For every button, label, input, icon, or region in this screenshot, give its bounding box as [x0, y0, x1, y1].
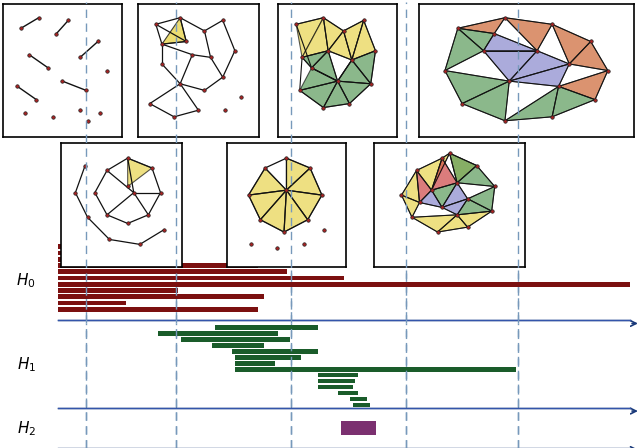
Polygon shape — [287, 168, 322, 195]
Polygon shape — [449, 153, 477, 183]
Bar — [235, 361, 275, 366]
Bar — [58, 282, 630, 287]
Polygon shape — [484, 51, 537, 81]
Polygon shape — [417, 170, 431, 202]
Polygon shape — [457, 199, 492, 215]
Bar — [390, 409, 415, 413]
Polygon shape — [552, 24, 591, 64]
Polygon shape — [300, 68, 338, 90]
Bar — [58, 294, 264, 299]
Bar — [215, 325, 318, 330]
Polygon shape — [445, 70, 509, 103]
Polygon shape — [287, 190, 322, 220]
Polygon shape — [462, 81, 509, 121]
Polygon shape — [509, 64, 570, 86]
Polygon shape — [352, 51, 376, 84]
Bar — [318, 373, 358, 378]
Polygon shape — [302, 51, 328, 68]
Polygon shape — [449, 153, 477, 183]
Bar — [232, 349, 318, 353]
Bar — [318, 385, 353, 389]
Bar — [58, 288, 178, 293]
Polygon shape — [412, 215, 457, 232]
Polygon shape — [505, 17, 552, 51]
Text: $H_1$: $H_1$ — [17, 356, 36, 375]
Bar — [58, 301, 126, 306]
Bar — [341, 421, 376, 435]
Polygon shape — [248, 168, 287, 195]
Polygon shape — [302, 17, 328, 57]
Polygon shape — [312, 51, 338, 81]
Bar — [180, 337, 289, 342]
Polygon shape — [284, 190, 308, 232]
Bar — [58, 250, 65, 255]
Polygon shape — [484, 34, 537, 51]
Bar — [349, 396, 367, 401]
Polygon shape — [442, 183, 468, 207]
Polygon shape — [248, 190, 287, 220]
Polygon shape — [420, 190, 442, 207]
Text: $H_0$: $H_0$ — [16, 272, 36, 290]
Text: $H_2$: $H_2$ — [17, 420, 36, 438]
Bar — [212, 343, 264, 348]
Bar — [58, 244, 68, 249]
Polygon shape — [338, 81, 371, 103]
Polygon shape — [344, 20, 364, 60]
Polygon shape — [296, 17, 323, 57]
Polygon shape — [457, 211, 492, 227]
Bar — [318, 379, 355, 383]
Polygon shape — [570, 42, 608, 70]
Polygon shape — [401, 195, 420, 217]
Polygon shape — [442, 199, 468, 215]
Polygon shape — [300, 81, 338, 108]
Bar — [58, 269, 287, 274]
Bar — [58, 276, 344, 280]
Polygon shape — [323, 17, 344, 51]
Polygon shape — [128, 158, 152, 186]
Bar — [353, 403, 370, 407]
Polygon shape — [431, 153, 449, 190]
Bar — [404, 420, 433, 425]
Bar — [424, 426, 447, 431]
Bar — [339, 391, 358, 395]
Polygon shape — [431, 183, 457, 207]
Polygon shape — [458, 17, 505, 34]
Polygon shape — [352, 20, 376, 60]
Bar — [399, 414, 407, 419]
Polygon shape — [401, 170, 420, 202]
Polygon shape — [338, 60, 371, 84]
Polygon shape — [260, 190, 287, 232]
Bar — [235, 367, 516, 371]
Polygon shape — [417, 158, 442, 190]
Polygon shape — [328, 31, 352, 60]
Polygon shape — [559, 70, 608, 99]
Polygon shape — [458, 28, 494, 51]
Polygon shape — [457, 165, 495, 186]
Polygon shape — [468, 186, 495, 211]
Bar — [58, 257, 62, 262]
Bar — [58, 307, 258, 312]
Polygon shape — [509, 51, 570, 81]
Polygon shape — [505, 86, 559, 121]
Polygon shape — [162, 17, 186, 44]
Polygon shape — [431, 158, 457, 190]
Polygon shape — [287, 158, 310, 190]
Polygon shape — [552, 86, 595, 117]
Bar — [235, 355, 301, 360]
Polygon shape — [438, 215, 468, 232]
Polygon shape — [445, 28, 484, 70]
Bar — [158, 331, 278, 336]
Bar — [58, 263, 258, 268]
Polygon shape — [323, 81, 349, 108]
